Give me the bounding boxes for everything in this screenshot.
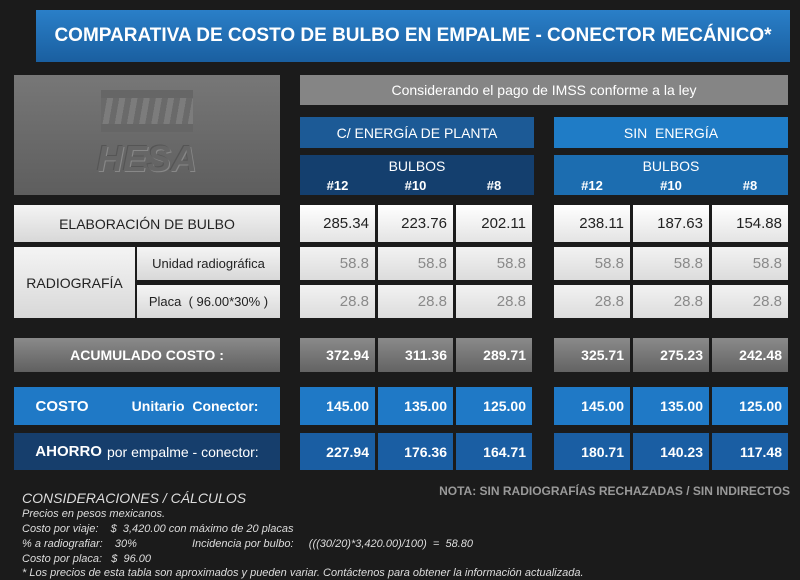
value-cell: 275.23 [633,338,709,372]
value-cell: 125.00 [712,387,788,425]
value-cell: 145.00 [554,387,630,425]
row-label: COSTO Unitario Conector: [14,387,280,425]
row-label: AHORRO por empalme - conector: [14,433,280,470]
value-cell: 140.23 [633,433,709,470]
value-cell: 28.8 [456,285,532,318]
value-cell: 223.76 [378,205,453,242]
subheader-label: BULBOS [642,158,700,174]
consideration-line: % a radiografiar: 30% [22,538,137,550]
value-cell: 238.11 [554,205,630,242]
value-cell: 58.8 [300,247,375,280]
value-cell: 58.8 [378,247,453,280]
row-label: Placa ( 96.00*30% ) [137,285,280,318]
column-header: #8 [742,177,758,193]
value-cell: 227.94 [300,433,375,470]
value-cell: 135.00 [378,387,453,425]
row-label: ELABORACIÓN DE BULBO [14,205,280,242]
row-label: Unidad radiográfica [137,247,280,280]
title-bar: COMPARATIVA DE COSTO DE BULBO EN EMPALME… [36,10,790,62]
row-label-bold: COSTO [35,397,89,415]
value-cell: 58.8 [712,247,788,280]
value-cell: 242.48 [712,338,788,372]
value-cell: 180.71 [554,433,630,470]
considerations-title: CONSIDERACIONES / CÁLCULOS [22,490,247,506]
column-header: #8 [486,177,502,193]
value-cell: 285.34 [300,205,375,242]
row-label-text: Unitario Conector: [131,398,259,414]
value-cell: 58.8 [456,247,532,280]
consideration-line: Costo por placa: $ 96.00 [22,553,152,565]
row-group-label: RADIOGRAFÍA [14,247,135,318]
value-cell: 187.63 [633,205,709,242]
group-subheader [300,155,534,195]
row-label-text: por empalme - conector: [106,443,259,460]
value-cell: 164.71 [456,433,532,470]
value-cell: 202.11 [456,205,532,242]
value-cell: 28.8 [378,285,453,318]
group-subheader [554,155,788,195]
value-cell: 289.71 [456,338,532,372]
value-cell: 117.48 [712,433,788,470]
logo-box: HESA [14,75,280,195]
group-header: SIN ENERGÍA [554,117,788,148]
value-cell: 28.8 [300,285,375,318]
consideration-line: Costo por viaje: $ 3,420.00 con máximo d… [22,523,294,535]
value-cell: 28.8 [633,285,709,318]
note: NOTA: SIN RADIOGRAFÍAS RECHAZADAS / SIN … [439,484,790,498]
value-cell: 145.00 [300,387,375,425]
value-cell: 176.36 [378,433,453,470]
column-header: #10 [660,177,682,193]
value-cell: 311.36 [378,338,453,372]
consideration-line: Precios en pesos mexicanos. [22,508,166,520]
value-cell: 135.00 [633,387,709,425]
subheader-label: BULBOS [388,158,446,174]
logo-mark [101,90,193,132]
column-header: #12 [581,177,603,193]
column-header: #10 [404,177,427,193]
incidence: Incidencia por bulbo: (((30/20)*3,420.00… [192,538,473,550]
column-header: #12 [326,177,349,193]
logo-text: HESA [96,138,198,179]
value-cell: 28.8 [712,285,788,318]
row-label: ACUMULADO COSTO : [14,338,280,372]
group-header: C/ ENERGÍA DE PLANTA [300,117,534,148]
value-cell: 154.88 [712,205,788,242]
consideration-line: * Los precios de esta tabla son aproxima… [22,567,584,579]
value-cell: 58.8 [633,247,709,280]
caption: Considerando el pago de IMSS conforme a … [300,75,788,105]
value-cell: 372.94 [300,338,375,372]
value-cell: 325.71 [554,338,630,372]
row-label-bold: AHORRO [35,443,102,460]
value-cell: 28.8 [554,285,630,318]
value-cell: 125.00 [456,387,532,425]
value-cell: 58.8 [554,247,630,280]
